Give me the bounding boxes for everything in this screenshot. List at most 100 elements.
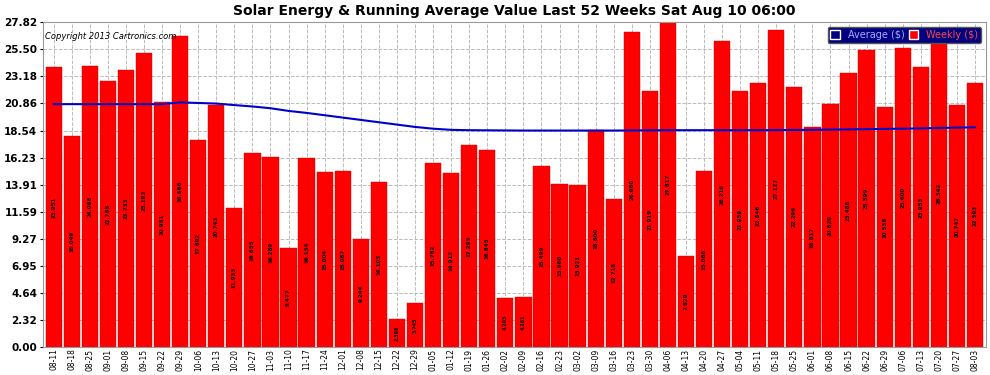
Text: 3.745: 3.745 [413,318,418,333]
Text: 23.953: 23.953 [919,196,924,218]
Text: 22.296: 22.296 [792,206,797,228]
Bar [280,248,297,347]
Text: 22.768: 22.768 [105,204,110,225]
Text: 12.718: 12.718 [611,262,616,284]
Text: 25.193: 25.193 [142,189,147,211]
Text: 25.600: 25.600 [900,187,905,208]
Bar [425,163,442,347]
Text: 8.477: 8.477 [286,289,291,306]
Bar [335,171,350,347]
Text: 15.087: 15.087 [341,248,346,270]
Text: 20.743: 20.743 [214,215,219,237]
Text: 18.600: 18.600 [593,228,598,249]
Bar [913,67,929,347]
Text: 2.398: 2.398 [394,326,399,341]
Bar [298,158,315,347]
Bar [443,173,459,347]
Bar [245,153,260,347]
Bar [497,298,514,347]
Text: 16.154: 16.154 [304,242,309,264]
Text: 24.098: 24.098 [87,196,92,217]
Bar [370,182,387,347]
Text: 18.817: 18.817 [810,226,815,248]
Text: 26.342: 26.342 [937,183,941,204]
Text: 26.666: 26.666 [177,181,182,202]
Text: 21.959: 21.959 [738,208,742,230]
Text: 20.538: 20.538 [882,217,887,238]
Bar [551,184,567,347]
Bar [823,104,839,347]
Text: 27.127: 27.127 [774,178,779,199]
Bar [461,145,477,347]
Bar [154,102,170,347]
Text: 20.981: 20.981 [159,214,164,235]
Bar [262,157,278,347]
Bar [696,171,712,347]
Text: 23.488: 23.488 [846,199,851,220]
Text: 18.049: 18.049 [69,231,74,252]
Bar [118,70,134,347]
Text: 26.216: 26.216 [720,183,725,205]
Text: 20.747: 20.747 [954,215,959,237]
Bar [841,73,856,347]
Bar [190,141,206,347]
Text: 21.919: 21.919 [647,209,652,230]
Bar [352,239,369,347]
Text: 16.845: 16.845 [485,238,490,260]
Text: 23.951: 23.951 [51,196,56,218]
Bar [317,172,333,347]
Bar [208,105,225,347]
Bar [642,91,658,347]
Bar [624,32,640,347]
Bar [714,41,731,347]
Bar [136,53,152,347]
Bar [967,83,983,347]
Text: 7.829: 7.829 [683,293,688,310]
Text: 22.646: 22.646 [755,204,760,225]
Text: 20.820: 20.820 [828,215,833,236]
Text: 4.261: 4.261 [521,315,526,330]
Bar [858,50,875,347]
Bar [750,82,766,347]
Bar [407,303,423,347]
Bar [895,48,911,347]
Text: 15.499: 15.499 [539,246,544,267]
Bar [587,130,604,347]
Text: 9.244: 9.244 [358,284,363,302]
Text: 22.593: 22.593 [972,205,977,226]
Text: 15.004: 15.004 [322,249,327,270]
Bar [948,105,965,347]
Text: 15.762: 15.762 [431,244,436,266]
Legend: Average ($), Weekly ($): Average ($), Weekly ($) [828,27,981,43]
Bar [606,199,622,347]
Text: 25.399: 25.399 [864,188,869,210]
Bar [515,297,532,347]
Text: 4.203: 4.203 [503,315,508,330]
Text: 23.733: 23.733 [124,198,129,219]
Bar [876,107,893,347]
Bar [678,256,694,347]
Bar [172,36,188,347]
Text: 13.960: 13.960 [557,255,562,276]
Bar [389,319,405,347]
Bar [63,136,80,347]
Text: 27.817: 27.817 [665,174,670,195]
Text: 11.933: 11.933 [232,267,237,288]
Text: 14.912: 14.912 [448,249,453,271]
Text: 16.269: 16.269 [268,242,273,263]
Text: 15.068: 15.068 [702,249,707,270]
Text: 26.980: 26.980 [630,179,635,200]
Text: 13.921: 13.921 [575,255,580,276]
Text: 16.655: 16.655 [249,239,254,261]
Bar [659,22,676,347]
Bar [479,150,495,347]
Text: 17.295: 17.295 [466,236,471,257]
Bar [931,39,947,347]
Bar [768,30,784,347]
Title: Solar Energy & Running Average Value Last 52 Weeks Sat Aug 10 06:00: Solar Energy & Running Average Value Las… [233,4,796,18]
Bar [46,68,61,347]
Bar [569,184,586,347]
Bar [786,87,803,347]
Bar [534,166,549,347]
Text: Copyright 2013 Cartronics.com: Copyright 2013 Cartronics.com [45,32,176,41]
